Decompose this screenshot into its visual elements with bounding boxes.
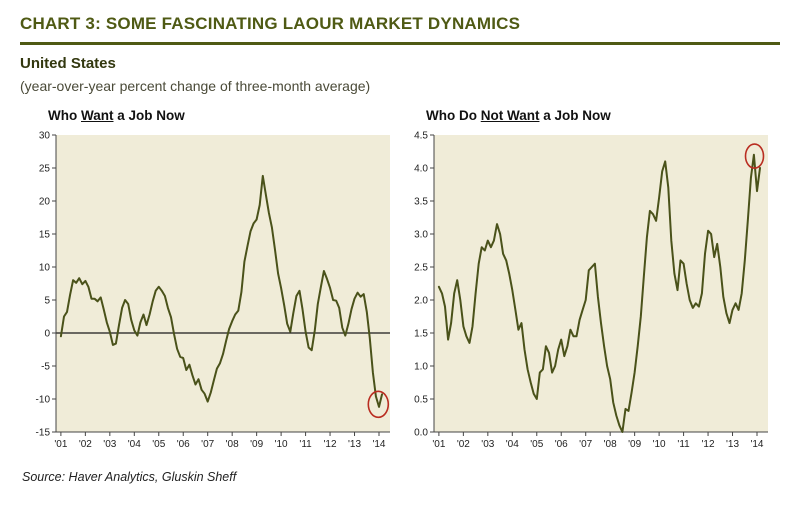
chart-right-title-pre: Who Do <box>426 108 481 123</box>
svg-text:0.0: 0.0 <box>414 428 428 439</box>
svg-text:30: 30 <box>39 131 51 142</box>
svg-text:'02: '02 <box>79 439 92 450</box>
svg-text:'14: '14 <box>372 439 385 450</box>
svg-text:5: 5 <box>44 296 50 307</box>
svg-text:'04: '04 <box>506 439 519 450</box>
svg-text:'02: '02 <box>457 439 470 450</box>
svg-text:'13: '13 <box>726 439 739 450</box>
svg-text:'11: '11 <box>299 439 312 450</box>
svg-text:'03: '03 <box>103 439 116 450</box>
svg-text:'07: '07 <box>579 439 592 450</box>
svg-text:-15: -15 <box>36 428 51 439</box>
chart-right-plot: 4.5 4.0 3.5 3.0 2.5 2.0 1.5 1.0 0.5 0.0 '01 '02 '03 '… <box>414 131 768 450</box>
chart-left-title: Who Want a Job Now <box>48 108 400 123</box>
svg-text:'03: '03 <box>481 439 494 450</box>
chart-left-title-underline: Want <box>81 108 114 123</box>
svg-text:'10: '10 <box>653 439 666 450</box>
chart-subtitle: (year-over-year percent change of three-… <box>20 78 371 94</box>
svg-text:4.0: 4.0 <box>414 164 428 175</box>
region-label: United States <box>20 55 116 72</box>
svg-text:3.0: 3.0 <box>414 230 428 241</box>
svg-text:10: 10 <box>39 263 51 274</box>
svg-text:-10: -10 <box>36 395 51 406</box>
svg-text:'06: '06 <box>177 439 190 450</box>
svg-text:1.5: 1.5 <box>414 329 428 340</box>
svg-text:4.5: 4.5 <box>414 131 428 142</box>
source-note: Source: Haver Analytics, Gluskin Sheff <box>22 470 237 484</box>
svg-text:1.0: 1.0 <box>414 362 428 373</box>
page-title: CHART 3: SOME FASCINATING LAOUR MARKET D… <box>20 14 521 33</box>
svg-text:'11: '11 <box>677 439 690 450</box>
svg-text:20: 20 <box>39 197 51 208</box>
chart-left-title-post: a Job Now <box>113 108 185 123</box>
svg-text:'04: '04 <box>128 439 141 450</box>
svg-text:0: 0 <box>44 329 50 340</box>
svg-text:'12: '12 <box>324 439 337 450</box>
svg-text:'10: '10 <box>275 439 288 450</box>
svg-text:'05: '05 <box>152 439 165 450</box>
chart-right-title-post: a Job Now <box>539 108 611 123</box>
svg-text:0.5: 0.5 <box>414 395 428 406</box>
svg-text:'12: '12 <box>702 439 715 450</box>
report-page: CHART 3: SOME FASCINATING LAOUR MARKET D… <box>20 14 780 484</box>
chart-left-title-pre: Who <box>48 108 81 123</box>
svg-text:3.5: 3.5 <box>414 197 428 208</box>
svg-text:'08: '08 <box>226 439 239 450</box>
svg-text:2.5: 2.5 <box>414 263 428 274</box>
svg-text:'09: '09 <box>250 439 263 450</box>
chart-right-title: Who Do Not Want a Job Now <box>426 108 778 123</box>
svg-text:2.0: 2.0 <box>414 296 428 307</box>
svg-text:'01: '01 <box>432 439 445 450</box>
chart-right-panel: Who Do Not Want a Job Now 4.5 4.0 3.5 3.0 2.… <box>400 108 778 462</box>
chart-right-title-underline: Not Want <box>480 108 540 123</box>
charts-row: Who Want a Job Now 30 25 20 15 10 5 0 -5 -10 -15 '… <box>20 108 780 462</box>
chart-left-panel: Who Want a Job Now 30 25 20 15 10 5 0 -5 -10 -15 '… <box>22 108 400 462</box>
svg-text:25: 25 <box>39 164 51 175</box>
svg-text:'08: '08 <box>604 439 617 450</box>
svg-text:'13: '13 <box>348 439 361 450</box>
svg-text:'06: '06 <box>555 439 568 450</box>
svg-text:'05: '05 <box>530 439 543 450</box>
svg-text:'01: '01 <box>54 439 67 450</box>
svg-text:'09: '09 <box>628 439 641 450</box>
svg-text:'14: '14 <box>750 439 763 450</box>
svg-text:'07: '07 <box>201 439 214 450</box>
chart-left-plot: 30 25 20 15 10 5 0 -5 -10 -15'01 '02 '03 '04 '05 '06 '0… <box>36 131 390 450</box>
svg-text:-5: -5 <box>41 362 50 373</box>
title-divider <box>20 42 780 45</box>
svg-text:15: 15 <box>39 230 51 241</box>
